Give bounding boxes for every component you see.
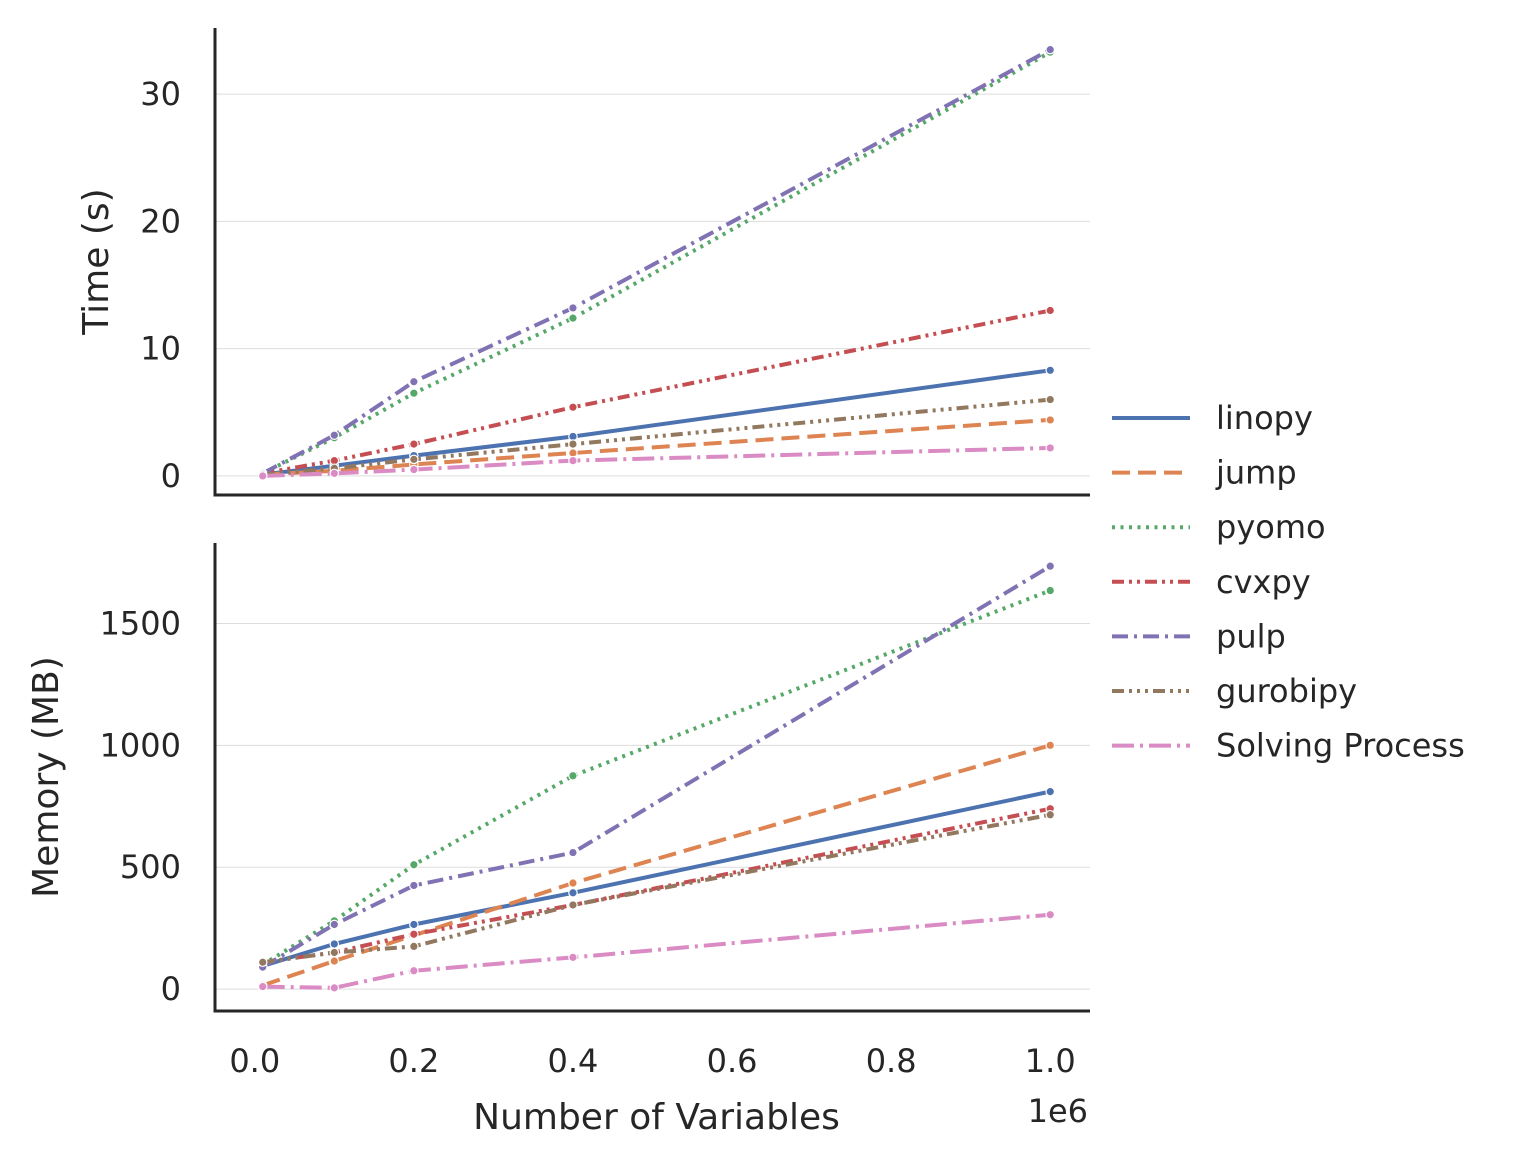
- time-data-point: [329, 468, 340, 479]
- legend-label: linopy: [1216, 399, 1313, 437]
- xtick-label: 0.2: [388, 1042, 439, 1080]
- memory-data-point: [1045, 786, 1056, 797]
- time-ytick-label: 30: [140, 75, 181, 113]
- legend-label: Solving Process: [1216, 727, 1465, 765]
- memory-data-point: [568, 887, 578, 898]
- time-data-point: [409, 376, 419, 387]
- time-data-point: [1045, 443, 1056, 453]
- x-axis-multiplier: 1e6: [1028, 1092, 1088, 1130]
- time-data-point: [1045, 415, 1056, 425]
- legend-label: cvxpy: [1216, 563, 1311, 601]
- memory-data-point: [1045, 740, 1056, 751]
- memory-ytick-label: 0: [161, 970, 181, 1008]
- time-ytick-label: 10: [140, 330, 181, 368]
- time-data-point: [1045, 305, 1056, 316]
- time-data-point: [568, 313, 578, 323]
- legend-label: jump: [1215, 454, 1297, 492]
- memory-data-point: [568, 952, 578, 963]
- memory-series-line-solving-process: [262, 912, 1051, 990]
- memory-data-point: [1045, 809, 1056, 820]
- time-data-point: [568, 303, 578, 313]
- memory-data-point: [1045, 561, 1056, 571]
- memory-ytick-label: 1000: [100, 726, 181, 764]
- memory-data-point: [329, 983, 340, 993]
- time-series-line-linopy: [262, 368, 1051, 477]
- legend-label: pulp: [1216, 617, 1286, 655]
- memory-series-line-pulp: [261, 564, 1052, 969]
- memory-ylabel: Memory (MB): [26, 656, 67, 898]
- time-data-point: [568, 455, 578, 466]
- time-series-line-jump: [262, 417, 1051, 477]
- time-series-line-cvxpy: [262, 308, 1051, 476]
- time-data-point: [568, 402, 578, 412]
- memory-panel: 0 500 1000 1500 Memory (MB): [26, 543, 1090, 1013]
- memory-ytick-label: 1500: [100, 604, 181, 642]
- time-data-point: [257, 471, 268, 481]
- time-ytick-label: 20: [140, 202, 181, 240]
- time-ylabel: Time (s): [76, 188, 117, 335]
- time-series-line-solving-process: [262, 445, 1051, 478]
- xtick-label: 0.6: [707, 1042, 758, 1080]
- memory-data-point: [409, 929, 419, 940]
- memory-series-line-jump: [262, 743, 1051, 988]
- time-series-line-pulp: [261, 47, 1052, 476]
- memory-data-point: [257, 957, 268, 968]
- time-data-point: [1045, 365, 1056, 376]
- memory-data-point: [329, 956, 340, 966]
- time-data-point: [1045, 44, 1056, 55]
- legend-label: pyomo: [1216, 508, 1326, 546]
- memory-data-point: [1045, 909, 1056, 920]
- memory-data-point: [329, 939, 340, 949]
- time-ytick-label: 0: [161, 457, 181, 495]
- time-panel: 0 10 20 30 Time (s): [76, 28, 1090, 497]
- time-data-point: [409, 454, 419, 465]
- x-axis-label: Number of Variables: [473, 1097, 840, 1138]
- memory-series-line-cvxpy: [262, 806, 1051, 965]
- time-data-point: [568, 439, 578, 449]
- legend-label: gurobipy: [1216, 672, 1357, 710]
- xtick-label: 0.8: [866, 1042, 917, 1080]
- memory-data-point: [568, 847, 578, 858]
- memory-series-line-pyomo: [261, 588, 1051, 967]
- memory-data-point: [409, 859, 419, 870]
- time-data-point: [1045, 394, 1056, 405]
- memory-data-point: [409, 965, 419, 976]
- memory-ytick-label: 500: [120, 848, 181, 886]
- time-series-line-gurobipy: [262, 397, 1051, 477]
- xtick-label: 0.4: [548, 1042, 599, 1080]
- memory-data-point: [329, 919, 340, 930]
- memory-data-point: [257, 981, 268, 992]
- time-data-point: [409, 439, 419, 449]
- memory-series-line-gurobipy: [262, 812, 1051, 965]
- time-data-point: [409, 388, 419, 399]
- memory-data-point: [409, 880, 419, 891]
- time-data-point: [329, 430, 340, 440]
- xtick-label: 1.0: [1025, 1042, 1076, 1080]
- memory-data-point: [1045, 585, 1056, 596]
- memory-data-point: [329, 947, 340, 958]
- memory-data-point: [568, 900, 578, 910]
- memory-series-line-linopy: [262, 789, 1051, 968]
- memory-data-point: [568, 878, 578, 888]
- xtick-label: 0.0: [229, 1042, 280, 1080]
- legend: linopy jump pyomo cvxpy pulp gurobipy Solving …: [1112, 399, 1465, 765]
- memory-data-point: [409, 919, 419, 930]
- memory-data-point: [568, 770, 578, 781]
- time-data-point: [409, 464, 419, 475]
- memory-data-point: [409, 941, 419, 952]
